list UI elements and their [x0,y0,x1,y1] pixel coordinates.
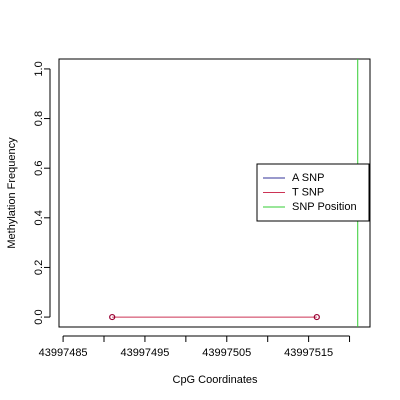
plot-frame [58,58,371,328]
x-axis-title: CpG Coordinates [173,374,258,386]
legend-label: A SNP [292,172,324,184]
data-point [109,313,116,321]
series-group [109,313,320,321]
y-tick-label: 1.0 [33,61,45,76]
y-tick-label: 0.6 [33,161,45,176]
x-tick-label: 43997505 [202,347,251,359]
legend-label: T SNP [292,187,324,199]
legend-label: SNP Position [292,201,357,213]
x-tick-label: 43997515 [284,347,333,359]
x-tick-label: 43997485 [39,347,88,359]
x-axis: 43997485 43997495 43997505 43997515 [39,335,351,359]
y-axis: 0.0 0.2 0.4 0.6 0.8 1.0 [33,61,51,325]
y-axis-title: Methylation Frequency [6,137,18,249]
y-tick-label: 0.0 [33,309,45,324]
x-tick-label: 43997495 [120,347,169,359]
y-tick-label: 0.2 [33,260,45,275]
y-tick-label: 0.8 [33,111,45,126]
y-tick-label: 0.4 [33,210,45,225]
data-point [313,313,320,321]
legend: A SNP T SNP SNP Position [256,163,370,222]
